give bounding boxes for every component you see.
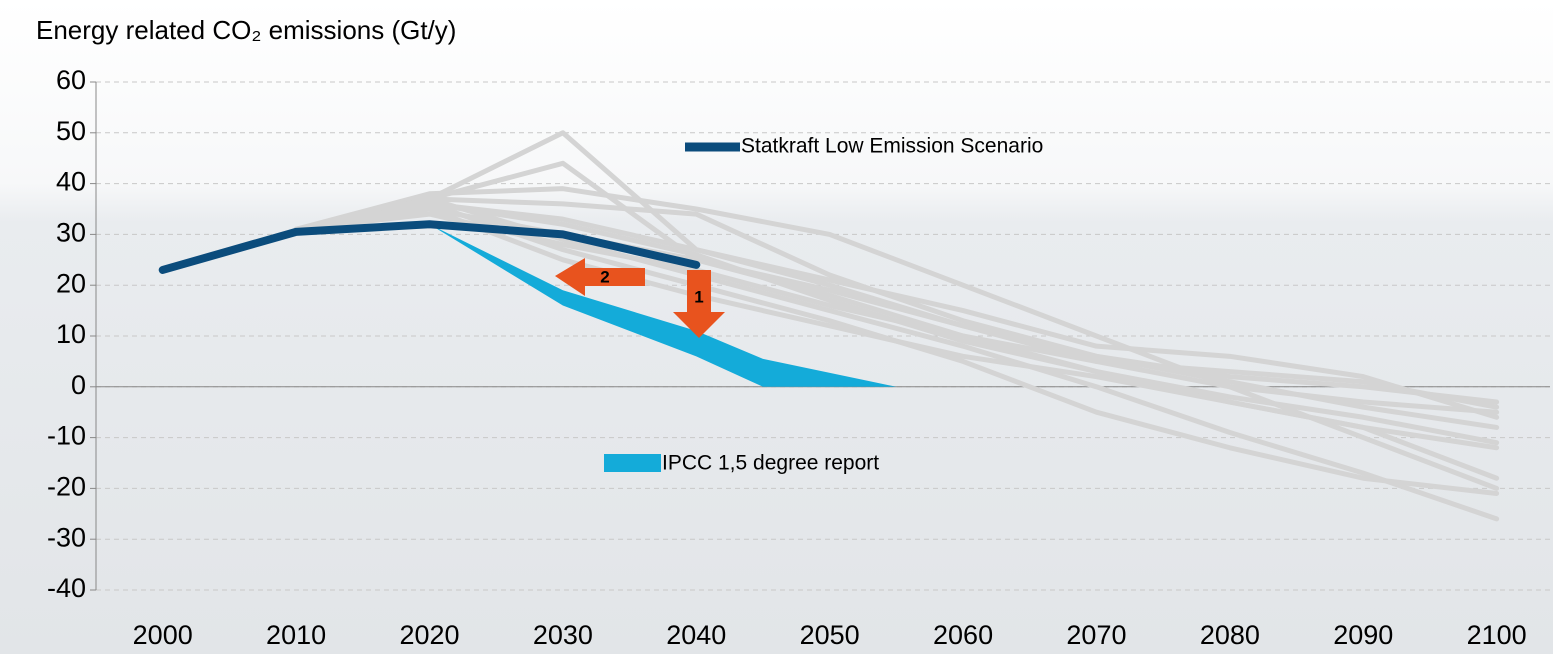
x-tick-label: 2090 [1333, 620, 1393, 650]
x-tick-label: 2020 [399, 620, 459, 650]
y-tick-label: -30 [47, 522, 86, 552]
x-tick-label: 2080 [1200, 620, 1260, 650]
y-tick-label: 20 [56, 268, 86, 298]
annotation: 2 [600, 267, 609, 286]
y-tick-label: 10 [56, 319, 86, 349]
arrow-down [673, 270, 725, 338]
x-tick-label: 2040 [666, 620, 726, 650]
x-tick-label: 2000 [133, 620, 193, 650]
x-tick-label: 2060 [933, 620, 993, 650]
y-tick-label: -20 [47, 472, 86, 502]
reference-line [293, 196, 1500, 522]
y-tick-label: 60 [56, 65, 86, 95]
y-tick-label: 50 [56, 116, 86, 146]
x-tick-label: 2010 [266, 620, 326, 650]
scenario-line [158, 220, 701, 274]
legend-label: IPCC 1,5 degree report [662, 452, 879, 475]
y-tick-label: 0 [71, 370, 86, 400]
y-tick-label: 40 [56, 167, 86, 197]
arrow-left [555, 258, 645, 296]
x-tick-label: 2070 [1066, 620, 1126, 650]
y-tick-label: -10 [47, 421, 86, 451]
x-tick-label: 2100 [1467, 620, 1527, 650]
x-tick-label: 2050 [800, 620, 860, 650]
reference-line [293, 206, 1500, 481]
y-tick-label: -40 [47, 573, 86, 603]
legend-label: Statkraft Low Emission Scenario [741, 135, 1043, 158]
chart-title: Energy related CO₂ emissions (Gt/y) [36, 15, 456, 45]
x-tick-label: 2030 [533, 620, 593, 650]
legend-swatch [604, 454, 661, 472]
annotation: 1 [694, 287, 703, 306]
y-tick-label: 30 [56, 218, 86, 248]
reference-line [293, 201, 1500, 420]
